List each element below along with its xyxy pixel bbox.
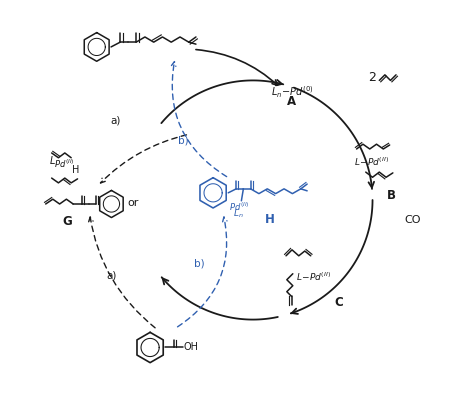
Text: $Pd^{(II)}$: $Pd^{(II)}$ xyxy=(229,200,250,213)
Text: $\mathbf{B}$: $\mathbf{B}$ xyxy=(386,189,396,202)
Text: L: L xyxy=(50,156,55,166)
Text: $\mathbf{H}$: $\mathbf{H}$ xyxy=(264,213,274,226)
Text: or: or xyxy=(127,198,138,208)
Text: $L_n$: $L_n$ xyxy=(233,208,244,220)
Text: a): a) xyxy=(106,271,117,281)
Text: 2: 2 xyxy=(369,71,376,84)
Text: $Pd^{(II)}$: $Pd^{(II)}$ xyxy=(54,158,75,170)
Text: a): a) xyxy=(110,115,120,125)
Text: $\mathbf{C}$: $\mathbf{C}$ xyxy=(335,296,345,309)
Text: $L\!-\!Pd^{(II)}$: $L\!-\!Pd^{(II)}$ xyxy=(296,271,331,283)
Text: OH: OH xyxy=(183,342,199,352)
Text: b): b) xyxy=(178,135,189,145)
Text: $L\!-\!Pd^{(II)}$: $L\!-\!Pd^{(II)}$ xyxy=(354,156,389,168)
Text: CO: CO xyxy=(404,215,420,225)
Text: $L_n\!-\!Pd^{(0)}$: $L_n\!-\!Pd^{(0)}$ xyxy=(271,84,313,100)
Text: $\mathbf{G}$: $\mathbf{G}$ xyxy=(62,215,73,228)
Text: H: H xyxy=(72,165,79,175)
Text: $\mathbf{A}$: $\mathbf{A}$ xyxy=(286,95,298,108)
Text: b): b) xyxy=(194,259,204,269)
